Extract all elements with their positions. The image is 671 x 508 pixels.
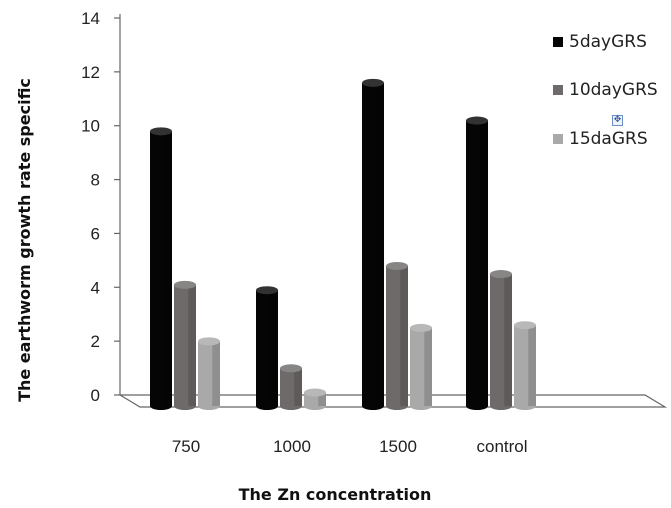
- bar-15daGRS-control: [514, 321, 536, 410]
- move-arrows-icon[interactable]: ✥: [612, 115, 623, 126]
- legend-label: 15daGRS: [569, 129, 648, 149]
- y-tick-label: 0: [91, 386, 100, 405]
- legend-label: 10dayGRS: [569, 80, 658, 100]
- bar-10dayGRS-1500: [386, 261, 408, 410]
- bar-5dayGRS-1000: [256, 286, 278, 410]
- y-tick-label: 2: [91, 332, 100, 351]
- y-tick-label: 14: [81, 9, 100, 28]
- y-tick-label: 6: [91, 224, 100, 243]
- y-tick-label: 4: [91, 278, 100, 297]
- x-axis-title: The Zn concentration: [239, 485, 432, 504]
- x-category-label: 1000: [273, 437, 311, 456]
- x-category-label: 750: [172, 437, 200, 456]
- bar-15daGRS-750: [198, 337, 220, 410]
- bar-10dayGRS-control: [490, 270, 512, 410]
- y-tick-label: 12: [81, 63, 100, 82]
- legend-swatch: [553, 37, 563, 47]
- bar-10dayGRS-1000: [280, 364, 302, 410]
- y-axis-ticks: 0 2 4 6 8 10 12 14: [81, 9, 120, 405]
- legend-swatch: [553, 134, 563, 144]
- legend-swatch: [553, 85, 563, 95]
- y-axis-title: The earthworm growth rate specific: [15, 78, 34, 402]
- bar-5dayGRS-1500: [362, 78, 384, 410]
- bar-15daGRS-1000: [304, 388, 326, 410]
- x-axis-categories: 750 1000 1500 control: [172, 437, 528, 456]
- x-category-label: 1500: [379, 437, 417, 456]
- bar-5dayGRS-control: [466, 116, 488, 411]
- y-tick-label: 10: [81, 117, 100, 136]
- legend-label: 5dayGRS: [569, 32, 647, 52]
- bar-15daGRS-1500: [410, 323, 432, 410]
- bar-10dayGRS-750: [174, 280, 196, 410]
- legend: 5dayGRS 10dayGRS 15daGRS: [553, 32, 658, 149]
- chart-bars: [150, 78, 536, 411]
- y-tick-label: 8: [91, 171, 100, 190]
- bar-5dayGRS-750: [150, 127, 172, 411]
- x-category-label: control: [476, 437, 527, 456]
